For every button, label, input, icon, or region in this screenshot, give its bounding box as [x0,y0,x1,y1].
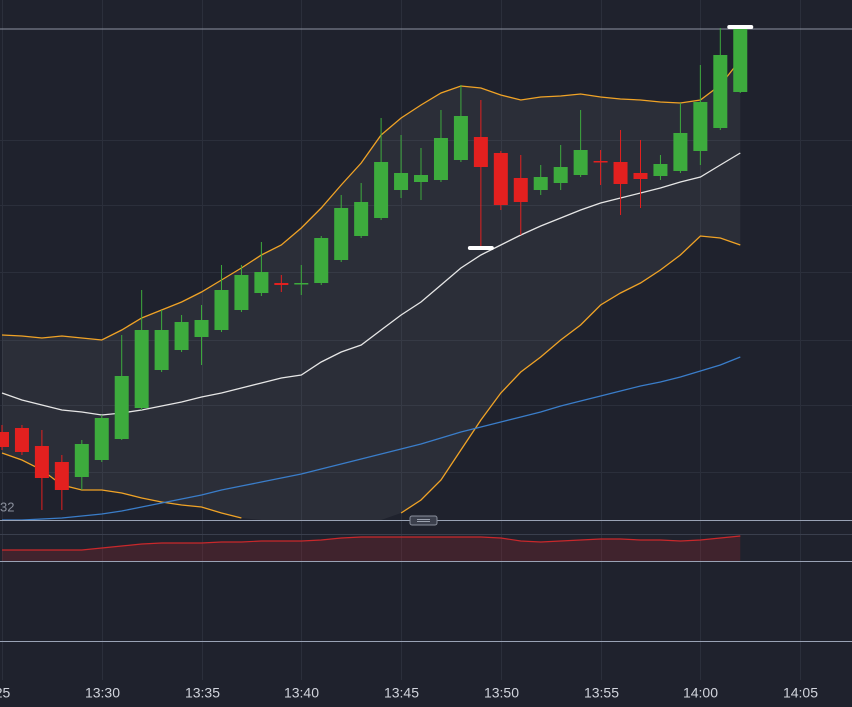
candles [0,25,754,510]
indicator-pane [1,535,741,561]
candle-body [453,116,468,160]
candle-body [613,162,628,184]
candle-body [194,320,209,337]
candle-body [234,275,249,310]
candle-body [473,137,488,167]
candle-body [14,428,29,452]
candle-body [274,283,289,285]
handle[interactable] [409,515,438,526]
candle-body [314,238,329,283]
indicator-fill [1,536,741,561]
x-axis: 25 13:30 13:35 13:40 13:45 13:50 13:55 14:00 14:… [0,685,818,701]
candle-body [513,178,528,202]
candle-body [673,133,688,171]
candle-body [354,202,369,236]
candle-body [114,376,129,439]
candle-body [713,55,728,128]
candle-body [154,330,169,370]
candle-body [74,444,89,477]
candle-body [414,175,429,182]
candle-body [653,164,668,176]
overlay-line [2,356,741,521]
overlay-line [1,59,741,341]
x-tick-label: 13:45 [384,685,419,701]
candle-body [34,446,49,478]
candle-body [374,162,389,218]
x-tick-label: 14:05 [783,685,818,701]
candle-body [0,432,9,447]
candle-body [174,322,189,350]
candle-body [633,173,648,179]
candle-body [54,462,69,490]
candle-body [593,161,608,163]
x-tick-label: 25 [0,685,10,701]
candle-body [134,330,149,408]
candle-body [334,208,349,260]
candle-body [254,272,269,293]
candle-body [214,290,229,330]
indicator-line [2,535,741,551]
x-tick-label: 13:35 [185,685,220,701]
pane-resize-handle[interactable] [409,515,438,526]
x-tick-label: 13:30 [85,685,120,701]
candle-body [94,418,109,460]
candle-body [553,167,568,183]
candle-body [294,283,309,285]
x-tick-label: 13:50 [484,685,519,701]
candle-body [493,153,508,205]
candle-body [733,29,748,92]
price-label: 32 [0,499,14,514]
x-tick-label: 14:00 [683,685,718,701]
x-tick-label: 13:40 [284,685,319,701]
candle-body [533,177,548,190]
x-tick-label: 13:55 [584,685,619,701]
candle-body [573,150,588,175]
candle-body [394,173,409,190]
candle-body [433,138,448,180]
candle-body [693,102,708,151]
